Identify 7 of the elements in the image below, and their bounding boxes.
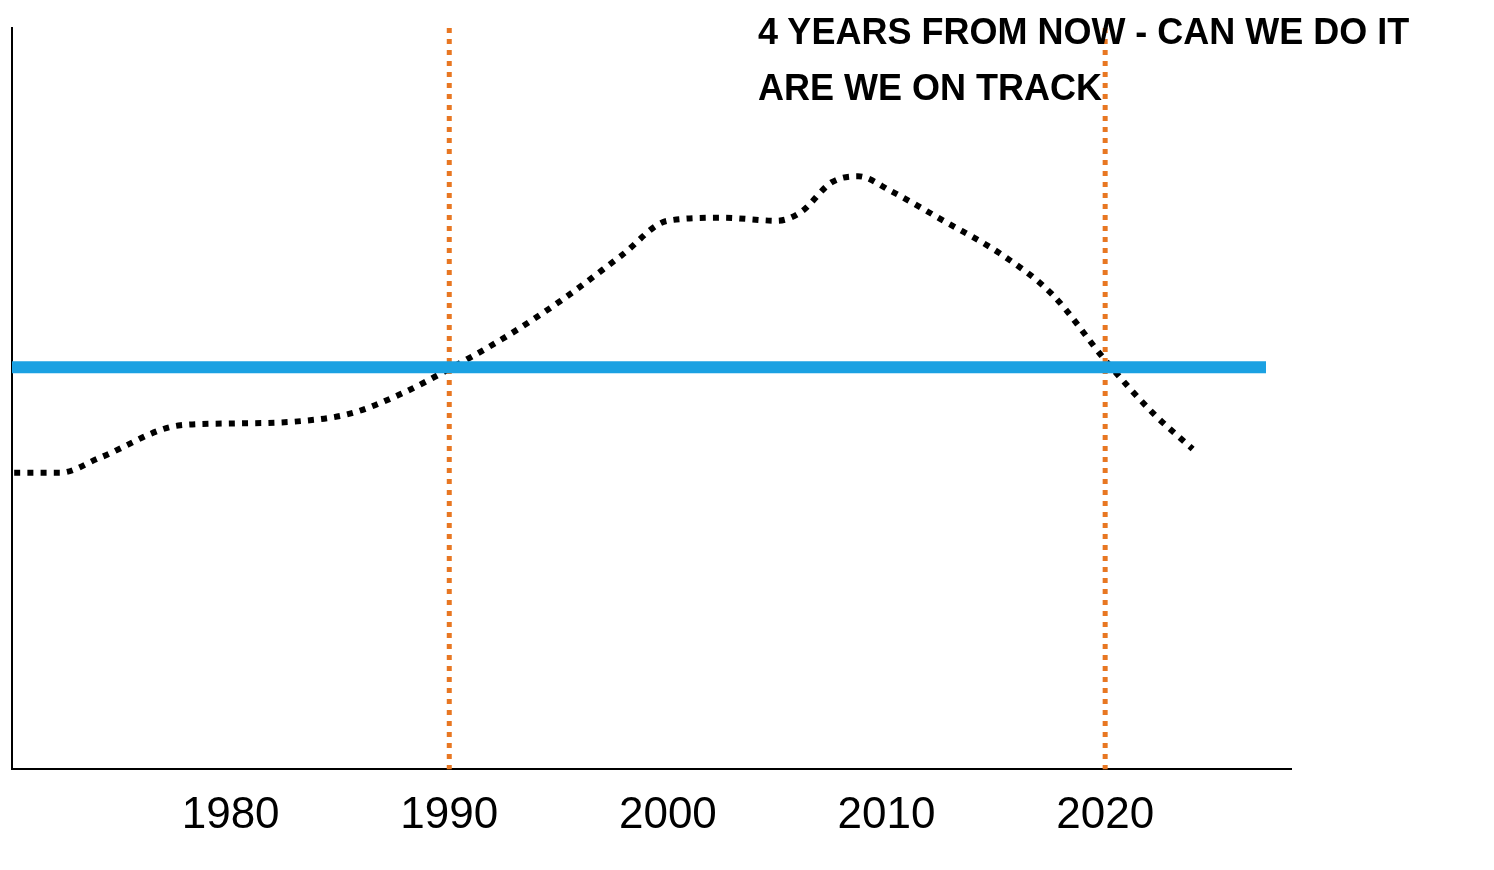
x-tick-label: 2010 [837, 787, 936, 837]
x-tick-label: 1980 [181, 787, 280, 837]
text: ARE WE ON TRACK [758, 66, 1102, 108]
text: 4 YEARS FROM NOW - CAN WE DO IT [758, 10, 1410, 52]
x-tick-label: 2020 [1056, 787, 1155, 837]
x-tick-label: 1990 [400, 787, 499, 837]
x-tick-label: 2000 [618, 787, 717, 837]
